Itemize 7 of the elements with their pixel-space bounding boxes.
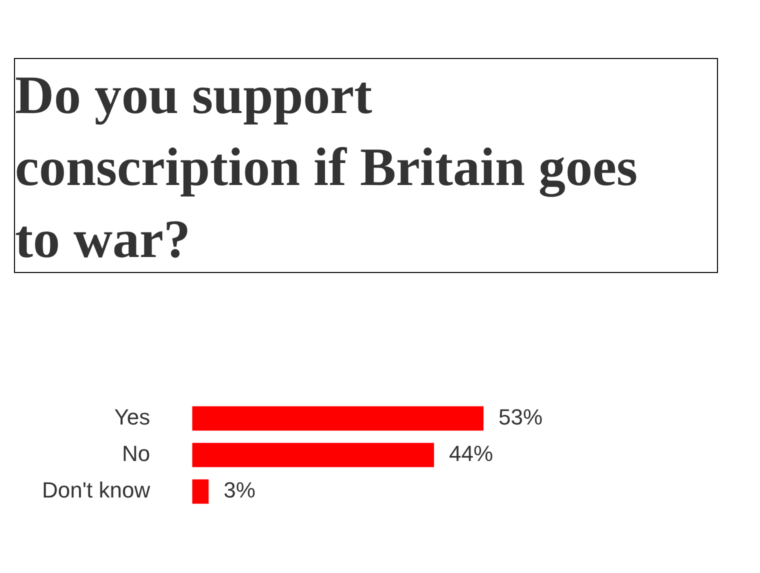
y-tick-label: Yes [114, 404, 150, 430]
data-label: 53% [498, 404, 543, 430]
y-tick-label: No [122, 441, 150, 466]
chart-title: Do you support conscription if Britain goes to war? [15, 64, 638, 271]
y-tick-label: Don't know [42, 478, 150, 503]
data-label: 3% [224, 478, 256, 503]
data-label: 44% [449, 441, 494, 466]
